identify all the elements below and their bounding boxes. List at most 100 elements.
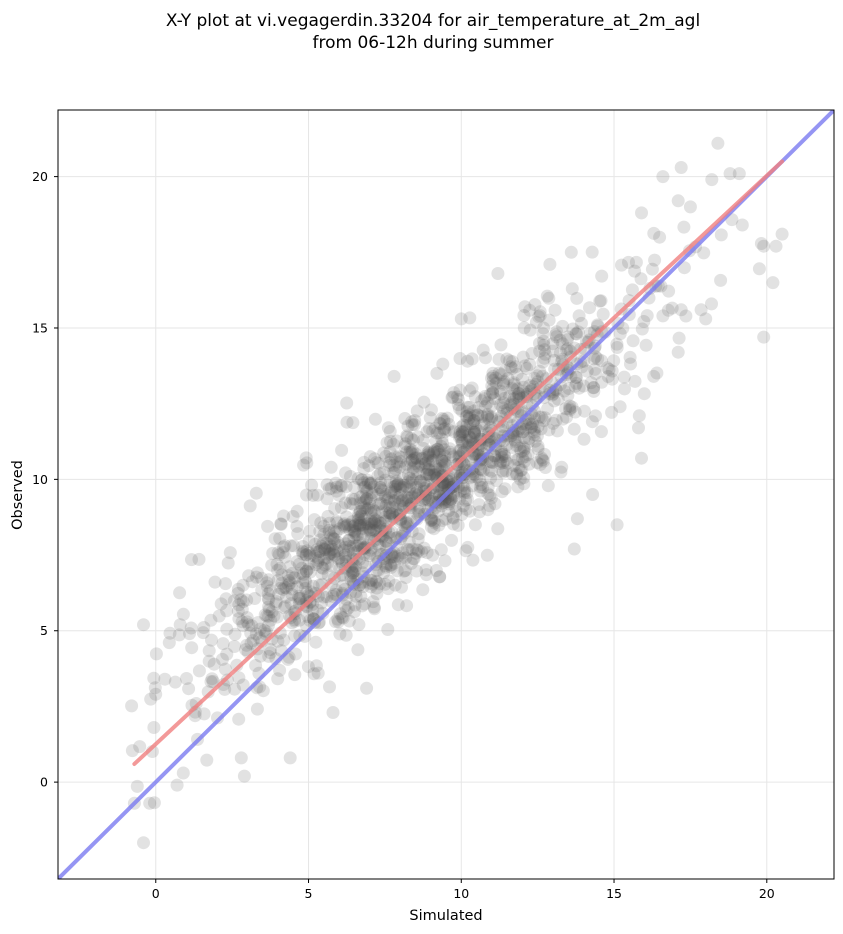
data-point: [455, 428, 469, 442]
data-point: [346, 416, 360, 430]
grid-lines: [58, 110, 834, 879]
data-point: [271, 573, 285, 587]
data-point: [587, 381, 601, 395]
data-point: [366, 577, 380, 591]
data-point: [560, 333, 574, 347]
data-point: [318, 541, 332, 555]
data-point: [301, 610, 315, 623]
data-point: [408, 414, 422, 428]
data-point: [481, 503, 495, 517]
data-point: [394, 451, 408, 464]
data-point: [292, 613, 306, 627]
data-point: [338, 517, 351, 531]
data-point: [637, 315, 651, 328]
data-point: [346, 523, 360, 537]
data-point: [383, 531, 397, 544]
data-point: [435, 412, 449, 425]
data-point: [330, 514, 343, 528]
data-point: [538, 411, 552, 425]
data-point: [383, 424, 397, 438]
data-point: [484, 471, 498, 485]
data-point: [553, 346, 567, 360]
data-point: [410, 485, 424, 499]
data-point: [406, 552, 420, 566]
data-point: [408, 457, 422, 470]
data-point: [373, 516, 387, 530]
data-point: [292, 589, 306, 603]
data-point: [214, 597, 228, 611]
data-point: [482, 412, 496, 426]
data-point: [615, 258, 628, 272]
data-point: [542, 313, 556, 327]
data-point: [352, 518, 366, 532]
data-point: [571, 325, 585, 339]
data-point: [415, 451, 429, 465]
data-point: [381, 623, 395, 636]
data-point: [147, 671, 161, 685]
data-point: [422, 463, 436, 477]
data-point: [296, 547, 310, 561]
data-point: [379, 534, 393, 548]
data-point: [460, 405, 474, 419]
data-point: [445, 533, 458, 547]
data-point: [541, 402, 555, 416]
data-point: [423, 411, 437, 425]
data-point: [491, 454, 505, 468]
data-point: [468, 427, 481, 441]
data-point: [459, 493, 473, 507]
data-point: [311, 555, 325, 569]
x-tick-label: 20: [759, 886, 775, 901]
data-point: [589, 367, 603, 380]
data-point: [337, 544, 351, 558]
data-point: [262, 609, 276, 623]
data-point: [505, 467, 519, 481]
data-point: [462, 428, 475, 442]
reference-lines: [58, 110, 834, 879]
data-point: [314, 596, 328, 610]
data-point: [471, 408, 485, 422]
data-point: [430, 442, 444, 456]
data-point: [456, 425, 469, 439]
data-point: [205, 672, 219, 686]
data-point: [271, 672, 285, 686]
data-point: [421, 446, 435, 459]
data-point: [202, 654, 216, 668]
data-point: [522, 457, 536, 471]
data-point: [263, 646, 277, 660]
data-point: [456, 499, 470, 513]
data-point: [585, 415, 599, 429]
data-point: [528, 298, 542, 312]
data-point: [217, 678, 230, 691]
data-point: [507, 392, 521, 406]
data-point: [235, 602, 249, 616]
data-point: [307, 513, 321, 527]
data-point: [461, 433, 475, 447]
data-point: [393, 460, 407, 474]
data-point: [351, 539, 365, 553]
data-point: [413, 475, 427, 489]
data-point: [474, 463, 488, 477]
data-point: [494, 368, 508, 382]
data-point: [373, 496, 387, 510]
data-point: [424, 514, 438, 527]
data-point: [356, 526, 370, 540]
data-point: [346, 515, 359, 529]
data-point: [548, 303, 562, 317]
data-point: [433, 570, 447, 584]
data-point: [527, 371, 541, 385]
data-point: [300, 564, 313, 578]
data-point: [422, 445, 436, 459]
data-point: [422, 447, 436, 461]
data-point: [498, 391, 512, 405]
data-point: [185, 553, 198, 567]
data-point: [401, 419, 415, 433]
data-point: [349, 539, 363, 553]
data-point: [523, 303, 537, 317]
data-point: [197, 707, 211, 721]
data-point: [330, 484, 344, 498]
data-point: [586, 488, 600, 501]
data-point: [215, 652, 229, 666]
data-point: [537, 321, 551, 335]
data-point: [561, 330, 575, 344]
data-point: [260, 625, 273, 639]
